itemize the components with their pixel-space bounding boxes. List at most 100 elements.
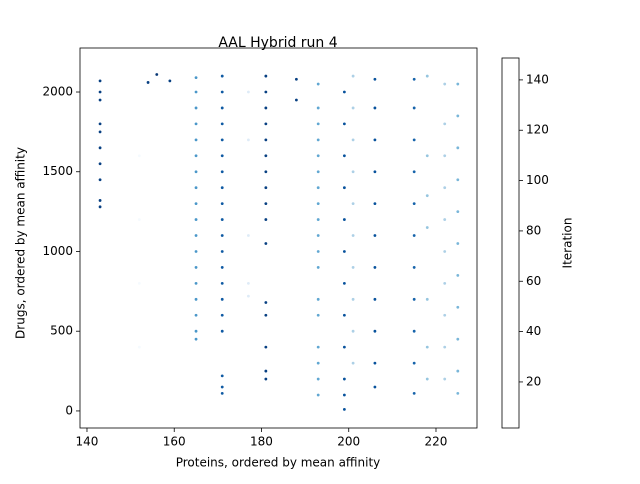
point xyxy=(456,391,460,395)
point xyxy=(351,361,355,365)
point xyxy=(220,234,224,237)
point xyxy=(351,297,355,301)
point xyxy=(264,106,268,110)
point xyxy=(456,146,460,150)
point xyxy=(425,154,429,158)
point xyxy=(316,82,320,86)
point xyxy=(194,122,198,126)
point xyxy=(425,194,429,198)
point xyxy=(342,218,346,221)
point xyxy=(220,329,224,333)
point xyxy=(342,407,346,411)
point xyxy=(456,369,460,373)
point xyxy=(316,361,320,365)
point xyxy=(373,138,377,142)
colorbar-tick-label: 20 xyxy=(526,374,541,388)
point xyxy=(220,374,224,378)
point xyxy=(220,154,224,158)
point xyxy=(373,385,377,389)
point xyxy=(316,345,320,349)
point xyxy=(351,234,355,237)
point xyxy=(98,130,102,134)
point xyxy=(220,122,224,126)
point xyxy=(443,218,447,221)
point xyxy=(342,281,346,285)
point xyxy=(168,79,172,83)
point xyxy=(373,297,377,301)
colorbar-tick-label: 60 xyxy=(526,274,541,288)
point xyxy=(316,313,320,317)
point xyxy=(351,202,355,206)
point xyxy=(373,170,377,174)
point xyxy=(220,186,224,190)
point xyxy=(412,266,416,269)
point xyxy=(98,162,102,166)
point xyxy=(342,154,346,158)
point xyxy=(194,329,198,333)
point xyxy=(425,297,429,301)
point xyxy=(351,170,355,174)
point xyxy=(264,218,268,221)
colorbar-tick-label: 120 xyxy=(526,123,549,137)
point xyxy=(351,329,355,333)
point xyxy=(194,218,198,221)
colorbar xyxy=(501,57,520,429)
point xyxy=(155,73,159,76)
point xyxy=(220,170,224,174)
point xyxy=(316,202,320,206)
y-tick-label: 2000 xyxy=(42,85,73,99)
point xyxy=(425,345,429,349)
point xyxy=(246,234,250,237)
point xyxy=(443,313,447,317)
point xyxy=(146,81,150,84)
point xyxy=(194,281,198,285)
point xyxy=(194,202,198,206)
point xyxy=(443,82,447,86)
point xyxy=(412,329,416,333)
point xyxy=(220,74,224,78)
point xyxy=(316,250,320,253)
point xyxy=(264,122,268,126)
colorbar-tick-label: 40 xyxy=(526,324,541,338)
point xyxy=(194,313,198,317)
point xyxy=(264,154,268,158)
point xyxy=(98,178,102,182)
point xyxy=(264,138,268,142)
point xyxy=(264,186,268,190)
point xyxy=(220,313,224,317)
point xyxy=(294,98,298,102)
point xyxy=(342,313,346,317)
point xyxy=(137,345,141,349)
point xyxy=(264,90,268,94)
point xyxy=(264,313,268,317)
point xyxy=(264,345,268,349)
point xyxy=(456,337,460,341)
point xyxy=(456,82,460,86)
point xyxy=(456,178,460,182)
point xyxy=(316,170,320,174)
point xyxy=(194,106,198,110)
point xyxy=(373,234,377,237)
colorbar-tick-label: 140 xyxy=(526,72,549,86)
point xyxy=(194,266,198,269)
point xyxy=(316,122,320,126)
point xyxy=(443,345,447,349)
point xyxy=(351,106,355,110)
point xyxy=(194,154,198,158)
point xyxy=(342,345,346,349)
point xyxy=(220,250,224,253)
point xyxy=(342,122,346,126)
point xyxy=(98,146,102,150)
point xyxy=(316,297,320,301)
point xyxy=(137,281,141,285)
point xyxy=(194,234,198,237)
point xyxy=(264,74,268,78)
point xyxy=(246,294,250,298)
point xyxy=(412,391,416,395)
point xyxy=(246,90,250,94)
y-tick-label: 1000 xyxy=(42,244,73,258)
point xyxy=(316,218,320,221)
point xyxy=(194,76,198,80)
point xyxy=(98,205,102,209)
